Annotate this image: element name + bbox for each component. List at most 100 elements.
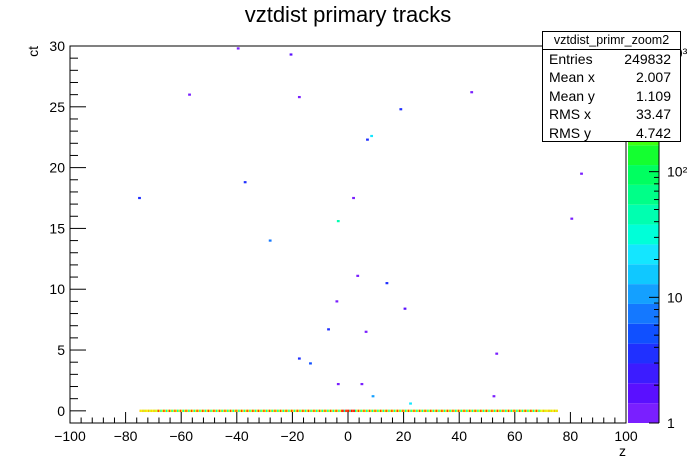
- heatmap-cell: [220, 409, 222, 413]
- heatmap-cell: [482, 409, 485, 413]
- heatmap-cell: [525, 409, 528, 413]
- heatmap-cell: [325, 409, 328, 413]
- heatmap-cell: [516, 409, 518, 413]
- heatmap-cell: [349, 409, 351, 413]
- heatmap-cell: [214, 409, 216, 413]
- heatmap-cell: [452, 409, 454, 413]
- heatmap-cell: [513, 409, 515, 413]
- heatmap-cell: [336, 382, 340, 386]
- heatmap-cell: [150, 409, 153, 413]
- heatmap-cell: [281, 409, 283, 413]
- heatmap-cell: [373, 409, 375, 413]
- heatmap-cell: [297, 357, 301, 360]
- heatmap-cell: [410, 409, 412, 413]
- x-tick-label: 60: [507, 428, 523, 444]
- heatmap-cell: [242, 409, 244, 413]
- heatmap-cell: [240, 409, 243, 413]
- heatmap-cell: [456, 409, 458, 413]
- heatmap-cell: [188, 93, 191, 96]
- heatmap-cell: [474, 409, 476, 413]
- stats-box-title: vztdist_primr_zoom2: [543, 32, 680, 50]
- heatmap-cell: [204, 409, 207, 413]
- heatmap-cell: [171, 409, 173, 413]
- heatmap-cell: [167, 409, 169, 413]
- heatmap-cell: [421, 409, 424, 413]
- heatmap-cell: [327, 328, 330, 331]
- color-scale-segment: [628, 343, 659, 364]
- stats-row-rms-x: RMS x 33.47: [543, 105, 680, 123]
- heatmap-cell: [186, 409, 189, 413]
- heatmap-cell: [495, 352, 499, 355]
- heatmap-cell: [420, 409, 422, 413]
- heatmap-cell: [236, 409, 239, 413]
- heatmap-cell: [350, 409, 353, 413]
- heatmap-cell: [418, 409, 421, 413]
- heatmap-cell: [399, 108, 403, 111]
- color-scale-segment: [628, 244, 659, 265]
- color-scale-segment: [628, 403, 659, 423]
- heatmap-cell: [438, 409, 440, 413]
- heatmap-cell: [243, 181, 247, 184]
- heatmap-cell: [172, 409, 175, 413]
- heatmap-cell: [545, 409, 547, 413]
- heatmap-cell: [361, 409, 364, 413]
- x-tick-label: −40: [225, 428, 249, 444]
- heatmap-cell: [442, 409, 444, 413]
- heatmap-cell: [334, 409, 336, 413]
- heatmap-cell: [366, 409, 368, 413]
- heatmap-cell: [492, 409, 494, 413]
- heatmap-cell: [371, 409, 374, 413]
- y-tick-label: 15: [49, 220, 65, 236]
- heatmap-cell: [338, 409, 340, 413]
- heatmap-cell: [381, 409, 383, 413]
- heatmap-cell: [277, 409, 279, 413]
- heatmap-cell: [261, 409, 264, 413]
- heatmap-cell: [206, 409, 208, 413]
- heatmap-cell: [160, 409, 162, 413]
- heatmap-cell: [391, 409, 393, 413]
- x-tick-label: −80: [114, 428, 138, 444]
- heatmap-cell: [345, 409, 347, 413]
- heatmap-cell: [199, 409, 201, 413]
- heatmap-cell: [231, 409, 233, 413]
- heatmap-cell: [360, 409, 362, 413]
- heatmap-cell: [393, 409, 396, 413]
- heatmap-cell: [543, 409, 546, 413]
- stats-value: 2.007: [635, 69, 671, 86]
- heatmap-cell: [138, 196, 141, 200]
- heatmap-cell: [375, 409, 378, 413]
- heatmap-cell: [271, 409, 273, 413]
- stats-row-mean-y: Mean y 1.109: [543, 87, 680, 105]
- heatmap-cell: [238, 409, 240, 413]
- heatmap-cell: [396, 409, 399, 413]
- y-axis: 0 5 10 15 20 25 30: [49, 38, 86, 424]
- chart-title: vztdist primary tracks: [244, 2, 452, 27]
- heatmap-cell: [250, 409, 253, 413]
- heatmap-cell: [537, 409, 539, 413]
- heatmap-cell: [377, 409, 379, 413]
- heatmap-cell: [183, 409, 186, 413]
- heatmap-cells: [138, 47, 583, 413]
- heatmap-cell: [321, 409, 323, 413]
- heatmap-cell: [406, 409, 408, 413]
- stats-label: Entries: [549, 51, 593, 67]
- heatmap-cell: [142, 409, 144, 413]
- heatmap-cell: [158, 409, 161, 413]
- heatmap-cell: [152, 409, 154, 413]
- heatmap-cell: [389, 409, 392, 413]
- heatmap-cell: [489, 409, 492, 413]
- heatmap-cell: [245, 409, 247, 413]
- heatmap-cell: [222, 409, 225, 413]
- stats-value: 249832: [624, 51, 671, 67]
- color-scale-segment: [628, 383, 659, 404]
- heatmap-cell: [546, 409, 549, 413]
- heatmap-cell: [460, 409, 462, 413]
- heatmap-cell: [156, 409, 158, 413]
- heatmap-cell: [520, 409, 522, 413]
- heatmap-cell: [481, 409, 483, 413]
- heatmap-cell: [234, 409, 236, 413]
- heatmap-cell: [491, 409, 493, 413]
- heatmap-cell: [299, 409, 301, 413]
- stats-value: 1.109: [635, 87, 671, 104]
- color-scale-segment: [628, 184, 659, 205]
